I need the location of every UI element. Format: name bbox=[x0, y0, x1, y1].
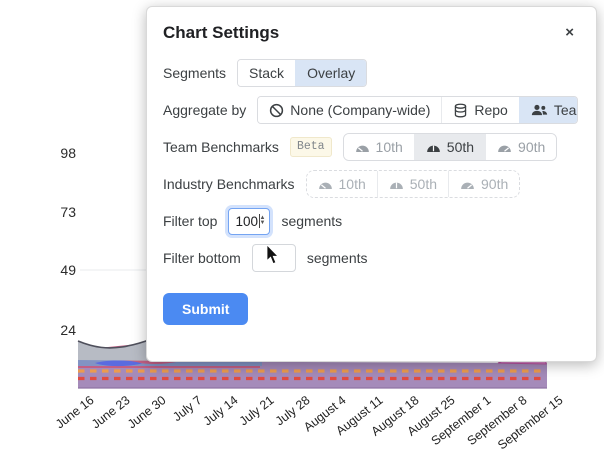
team-benchmark-10th-label: 10th bbox=[375, 139, 403, 155]
aggregate-toggle: None (Company-wide) Repo Team bbox=[257, 96, 578, 124]
filter-bottom-label: Filter bottom bbox=[163, 250, 241, 266]
team-benchmark-10th[interactable]: 10th bbox=[343, 134, 414, 160]
team-people-icon bbox=[531, 103, 548, 117]
y-axis-tick: 24 bbox=[60, 322, 76, 338]
team-benchmark-50th[interactable]: 50th bbox=[413, 134, 486, 160]
segments-label: Segments bbox=[163, 65, 227, 81]
filter-top-value: 100 bbox=[235, 213, 258, 229]
text-caret bbox=[259, 214, 260, 228]
y-axis-tick: 73 bbox=[60, 204, 76, 220]
team-benchmarks-toggle: 10th 50th 90th bbox=[342, 133, 558, 161]
repo-database-icon bbox=[453, 103, 468, 118]
aggregate-row: Aggregate by None (Company-wide) Repo Te… bbox=[163, 95, 578, 125]
chart-settings-modal: Chart Settings × Segments Stack Overlay … bbox=[146, 6, 597, 362]
industry-benchmarks-label: Industry Benchmarks bbox=[163, 176, 295, 192]
aggregate-option-repo-label: Repo bbox=[474, 102, 508, 118]
industry-benchmarks-toggle: 10th 50th 90th bbox=[305, 170, 521, 198]
aggregate-option-team-label: Team bbox=[553, 102, 577, 118]
gauge-mid-icon bbox=[389, 179, 404, 190]
mouse-cursor bbox=[266, 244, 280, 270]
team-benchmark-90th[interactable]: 90th bbox=[485, 134, 557, 160]
gauge-low-icon bbox=[318, 179, 333, 190]
industry-benchmark-50th[interactable]: 50th bbox=[376, 171, 448, 197]
filter-top-label: Filter top bbox=[163, 213, 218, 229]
segments-toggle: Stack Overlay bbox=[237, 59, 368, 87]
team-benchmark-50th-label: 50th bbox=[446, 139, 475, 155]
industry-benchmark-10th-label: 10th bbox=[338, 176, 366, 192]
submit-button[interactable]: Submit bbox=[163, 293, 249, 325]
y-axis-tick: 98 bbox=[60, 145, 76, 161]
filter-top-suffix: segments bbox=[281, 213, 343, 229]
filter-bottom-row: Filter bottom segments bbox=[163, 243, 578, 273]
industry-benchmark-90th[interactable]: 90th bbox=[448, 171, 520, 197]
team-benchmark-90th-label: 90th bbox=[518, 139, 546, 155]
gauge-high-icon bbox=[460, 179, 475, 190]
aggregate-option-team[interactable]: Team bbox=[518, 97, 578, 123]
number-spinner-icon[interactable]: ▲ ▼ bbox=[259, 215, 266, 226]
close-icon[interactable]: × bbox=[565, 24, 574, 41]
filter-top-row: Filter top 100 ▲ ▼ segments bbox=[163, 206, 578, 236]
industry-benchmark-50th-label: 50th bbox=[409, 176, 437, 192]
segments-row: Segments Stack Overlay bbox=[163, 58, 578, 88]
team-benchmarks-label: Team Benchmarks bbox=[163, 139, 279, 155]
industry-benchmark-90th-label: 90th bbox=[481, 176, 509, 192]
filter-bottom-suffix: segments bbox=[306, 250, 368, 266]
filter-top-input[interactable]: 100 ▲ ▼ bbox=[228, 207, 271, 235]
beta-badge: Beta bbox=[289, 137, 332, 157]
segments-option-overlay[interactable]: Overlay bbox=[295, 60, 367, 86]
team-benchmarks-row: Team Benchmarks Beta 10th 50th 90th bbox=[163, 132, 578, 162]
gauge-high-icon bbox=[497, 142, 512, 153]
y-axis-tick: 49 bbox=[60, 262, 76, 278]
modal-title: Chart Settings bbox=[163, 23, 280, 42]
industry-benchmark-10th[interactable]: 10th bbox=[306, 171, 377, 197]
gauge-low-icon bbox=[355, 142, 370, 153]
industry-benchmarks-row: Industry Benchmarks 10th 50th 90th bbox=[163, 169, 578, 199]
ban-icon bbox=[269, 103, 284, 118]
aggregate-option-none-label: None (Company-wide) bbox=[290, 102, 431, 118]
aggregate-option-repo[interactable]: Repo bbox=[441, 97, 519, 123]
aggregate-option-none[interactable]: None (Company-wide) bbox=[258, 97, 442, 123]
gauge-mid-icon bbox=[426, 142, 441, 153]
segments-option-stack[interactable]: Stack bbox=[238, 60, 296, 86]
aggregate-label: Aggregate by bbox=[163, 102, 247, 118]
